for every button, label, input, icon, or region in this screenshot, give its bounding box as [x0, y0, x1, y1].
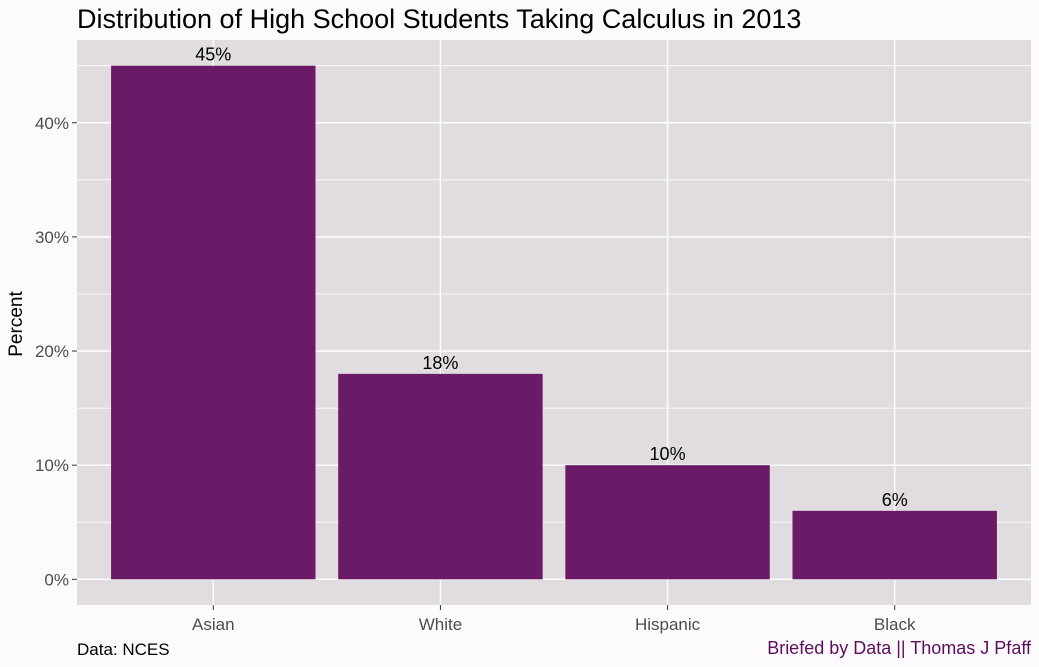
y-tick-label: 20%: [35, 342, 69, 361]
x-axis: Asian White Hispanic Black: [192, 605, 916, 634]
y-tick-label: 30%: [35, 228, 69, 247]
x-tick-label-black: Black: [874, 615, 916, 634]
x-tick-label-hispanic: Hispanic: [635, 615, 701, 634]
bar-black: [792, 510, 997, 580]
data-label-hispanic: 10%: [650, 444, 686, 464]
chart-title: Distribution of High School Students Tak…: [77, 4, 802, 34]
data-label-asian: 45%: [195, 45, 231, 65]
data-label-white: 18%: [422, 353, 458, 373]
y-tick-label: 40%: [35, 114, 69, 133]
x-tick-label-white: White: [419, 615, 462, 634]
credit-caption: Briefed by Data || Thomas J Pfaff: [767, 638, 1031, 658]
data-label-black: 6%: [882, 490, 908, 510]
bar-hispanic: [565, 465, 770, 580]
source-caption: Data: NCES: [77, 640, 170, 659]
bar-white: [338, 373, 543, 580]
y-axis: 0% 10% 20% 30% 40%: [35, 114, 77, 589]
bar-data-labels: 45% 18% 10% 6%: [195, 45, 907, 510]
bar-asian: [111, 65, 316, 580]
x-tick-label-asian: Asian: [192, 615, 235, 634]
y-tick-label: 0%: [44, 570, 69, 589]
y-tick-label: 10%: [35, 456, 69, 475]
bars: [111, 65, 997, 580]
